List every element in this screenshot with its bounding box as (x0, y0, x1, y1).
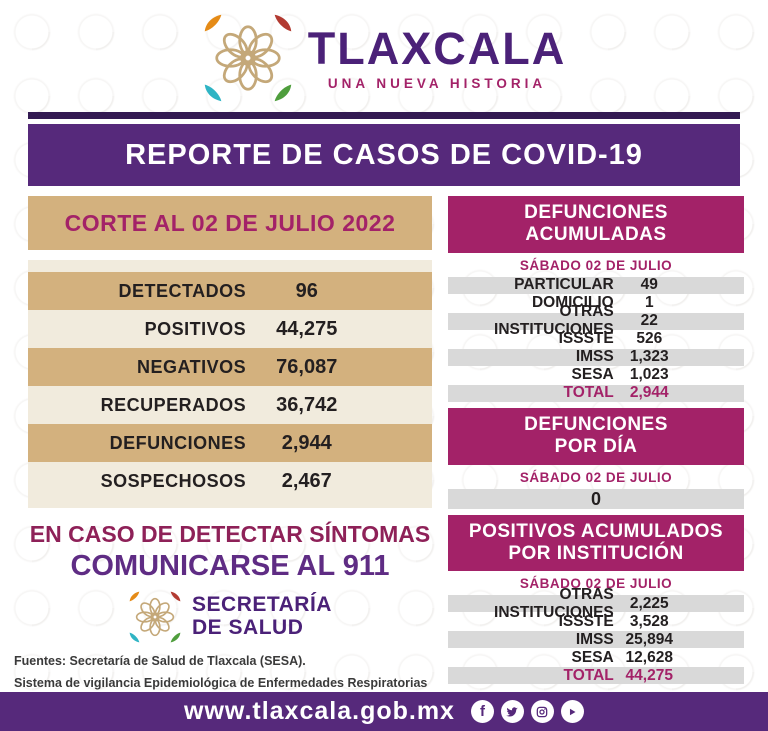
tlaxcala-flower-logo-icon (203, 13, 293, 103)
table-row: OTRAS INSTITUCIONES 22 (448, 303, 744, 338)
right-column: DEFUNCIONES ACUMULADAS SÁBADO 02 DE JULI… (448, 196, 744, 717)
row-label: SESA (571, 366, 614, 384)
section-date: SÁBADO 02 DE JULIO (519, 576, 673, 592)
section-title-line1: DEFUNCIONES (524, 202, 668, 223)
section-title-line1: POSITIVOS ACUMULADOS (468, 520, 724, 542)
row-label: DOMICILIO (531, 294, 614, 312)
table-row: SOSPECHOSOS 2,467 (28, 462, 432, 500)
symptoms-notice: EN CASO DE DETECTAR SÍNTOMAS (29, 521, 431, 547)
title-banner: REPORTE DE CASOS DE COVID-19 (28, 112, 740, 186)
stat-value: 2,467 (281, 469, 332, 492)
secretaria-text: SECRETARÍA DE SALUD (192, 594, 332, 639)
table-row: DETECTADOS 96 (28, 272, 432, 310)
row-value: 526 (636, 330, 663, 348)
row-value: 1,323 (629, 348, 669, 366)
row-label: ISSSTE (558, 612, 614, 630)
stats-panel: DETECTADOS 96 POSITIVOS 44,275 NEGATIVOS… (28, 260, 432, 508)
row-value: 3,528 (629, 612, 669, 630)
section-title-line2: ACUMULADAS (525, 224, 667, 246)
cutoff-date-header: CORTE AL 02 DE JULIO 2022 (28, 196, 432, 250)
table-row: ISSSTE 526 (448, 330, 744, 348)
section-defunciones-por-dia: DEFUNCIONES POR DÍA SÁBADO 02 DE JULIO 0 (448, 407, 744, 509)
row-value: 22 (640, 312, 658, 330)
brand-block: TLAXCALA UNA NUEVA HISTORIA (308, 26, 566, 91)
secretaria-line2: DE SALUD (192, 616, 304, 639)
section-date: SÁBADO 02 DE JULIO (519, 469, 673, 485)
row-label: OTRAS INSTITUCIONES (494, 585, 614, 621)
table-row: OTRAS INSTITUCIONES 2,225 (448, 586, 744, 621)
row-label: ISSSTE (558, 330, 614, 348)
secretaria-flower-icon (128, 590, 182, 644)
twitter-icon[interactable] (500, 700, 524, 723)
section-title-line1: DEFUNCIONES (524, 413, 668, 435)
facebook-icon[interactable]: f (470, 700, 494, 723)
row-label: IMSS (575, 348, 614, 366)
banner-top-strip (28, 112, 740, 119)
stat-label: DETECTADOS (118, 280, 247, 301)
stat-label: POSITIVOS (144, 318, 247, 339)
table-row: DOMICILIO 1 (448, 294, 744, 312)
stat-label: RECUPERADOS (100, 394, 247, 415)
table-row: ISSSTE 3,528 (448, 613, 744, 630)
section-defunciones-acumuladas: DEFUNCIONES ACUMULADAS SÁBADO 02 DE JULI… (448, 196, 744, 402)
banner-main: REPORTE DE CASOS DE COVID-19 (28, 124, 740, 186)
table-row-total: TOTAL 2,944 (448, 384, 744, 402)
youtube-icon[interactable] (560, 700, 584, 723)
stat-value: 96 (295, 279, 318, 302)
instagram-icon[interactable] (530, 700, 554, 723)
table-row: NEGATIVOS 76,087 (28, 348, 432, 386)
section-header: DEFUNCIONES POR DÍA (448, 407, 744, 465)
section-header: POSITIVOS ACUMULADOS POR INSTITUCIÓN (448, 514, 744, 572)
stat-label: SOSPECHOSOS (100, 470, 247, 491)
website-link[interactable]: www.tlaxcala.gob.mx (184, 697, 455, 725)
section-title-line2: POR INSTITUCIÓN (508, 543, 684, 565)
row-label: PARTICULAR (514, 276, 614, 294)
content: CORTE AL 02 DE JULIO 2022 DETECTADOS 96 … (0, 186, 768, 717)
row-value: 44,275 (625, 666, 673, 684)
stat-label: NEGATIVOS (136, 356, 247, 377)
secretaria-de-salud-logo: SECRETARÍA DE SALUD (28, 590, 432, 644)
row-value: 12,628 (625, 648, 673, 666)
stat-value: 76,087 (276, 355, 338, 378)
table-row: POSITIVOS 44,275 (28, 310, 432, 348)
row-label: IMSS (575, 630, 614, 648)
brand-wordmark: TLAXCALA (307, 22, 567, 74)
stat-value: 2,944 (281, 431, 332, 454)
social-icons: f (470, 700, 584, 723)
stat-value: 36,742 (276, 393, 338, 416)
table-row: DEFUNCIONES 2,944 (28, 424, 432, 462)
stat-label: DEFUNCIONES (109, 432, 247, 453)
table-row: IMSS 1,323 (448, 348, 744, 366)
row-label: OTRAS INSTITUCIONES (494, 303, 614, 339)
section-date: SÁBADO 02 DE JULIO (519, 257, 673, 273)
brand-tagline: UNA NUEVA HISTORIA (327, 75, 547, 91)
left-column: CORTE AL 02 DE JULIO 2022 DETECTADOS 96 … (14, 196, 432, 717)
section-header: DEFUNCIONES ACUMULADAS (448, 196, 744, 253)
row-value: 25,894 (625, 630, 673, 648)
page-title: REPORTE DE CASOS DE COVID-19 (125, 138, 643, 171)
header: TLAXCALA UNA NUEVA HISTORIA (0, 0, 768, 112)
row-value: 2,944 (629, 384, 669, 402)
row-value: 1 (644, 294, 654, 312)
section-title-line2: POR DÍA (554, 436, 638, 458)
table-row: RECUPERADOS 36,742 (28, 386, 432, 424)
row-label: TOTAL (563, 384, 614, 402)
table-row: IMSS 25,894 (448, 630, 744, 649)
row-value: 1,023 (629, 366, 669, 384)
call-911-notice: COMUNICARSE AL 911 (70, 550, 390, 582)
table-row: PARTICULAR 49 (448, 276, 744, 294)
row-value: 49 (640, 276, 658, 294)
table-row: SESA 12,628 (448, 649, 744, 666)
footer-bar: www.tlaxcala.gob.mx f (0, 692, 768, 731)
section-positivos-por-institucion: POSITIVOS ACUMULADOS POR INSTITUCIÓN SÁB… (448, 514, 744, 685)
table-row-total: TOTAL 44,275 (448, 666, 744, 685)
sources-line1: Fuentes: Secretaría de Salud de Tlaxcala… (14, 654, 306, 668)
secretaria-line1: SECRETARÍA (192, 593, 332, 617)
row-value: 2,225 (629, 594, 669, 612)
row-label: TOTAL (563, 666, 614, 684)
stat-value: 44,275 (276, 317, 338, 340)
row-label: SESA (571, 648, 614, 666)
daily-deaths-value: 0 (448, 488, 744, 509)
table-row: SESA 1,023 (448, 366, 744, 384)
